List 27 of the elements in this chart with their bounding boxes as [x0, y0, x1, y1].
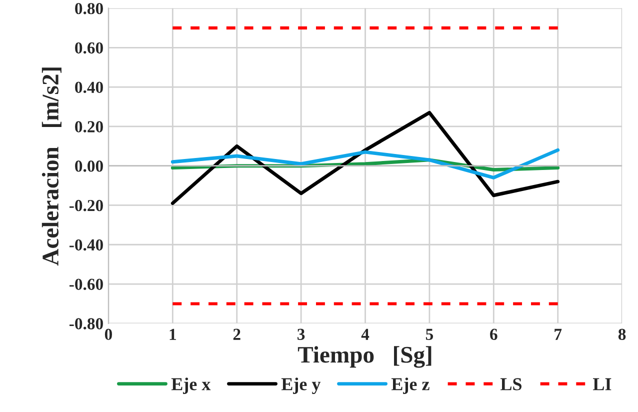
y-tick-label: -0.20 [69, 200, 103, 212]
legend-label: LS [500, 378, 522, 390]
x-tick-label: 1 [170, 328, 176, 340]
legend-label: Eje x [171, 378, 211, 394]
y-tick-label: -0.40 [69, 239, 103, 251]
x-tick-label: 8 [618, 328, 626, 340]
y-tick-label: -0.80 [69, 318, 103, 330]
x-tick-label: 4 [361, 328, 370, 340]
x-axis-title: Tiempo [Sg] [298, 346, 432, 368]
x-tick-label: 6 [490, 328, 498, 340]
y-tick-label: 0.60 [75, 42, 103, 54]
x-tick-label: 0 [104, 328, 112, 340]
y-tick-label: 0.80 [75, 2, 103, 14]
legend-label: Eje y [281, 378, 321, 394]
legend-label: Eje z [391, 378, 430, 394]
line-series [170, 148, 560, 180]
y-tick-label: 0.40 [75, 82, 103, 94]
x-tick-label: 5 [426, 328, 434, 340]
legend-label: LI [592, 378, 612, 390]
x-tick-label: 3 [298, 328, 305, 340]
y-tick-label: 0.20 [75, 121, 103, 132]
line-series [170, 110, 560, 205]
x-tick-label: 7 [554, 328, 562, 340]
x-tick-label: 2 [233, 328, 240, 340]
y-tick-label: -0.60 [69, 278, 103, 290]
y-axis-title: Aceleracion [m/s2] [42, 68, 62, 266]
y-tick-label: 0.00 [75, 160, 103, 172]
